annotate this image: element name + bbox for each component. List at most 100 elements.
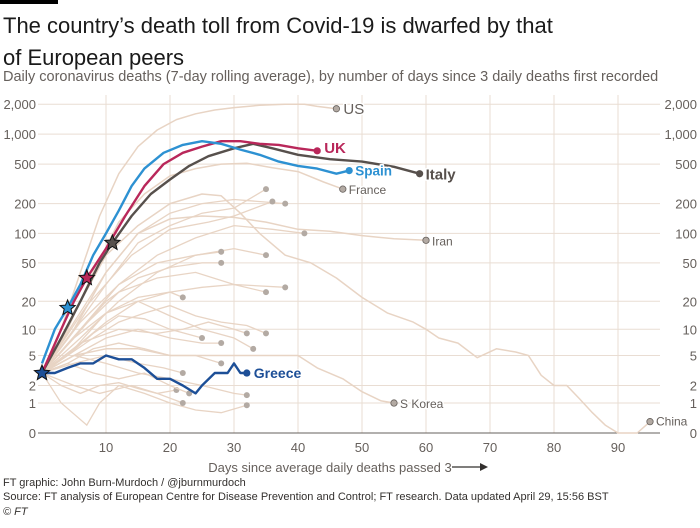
background-end-dot [301,230,308,237]
y-tick-label-right: 50 [683,256,697,271]
background-end-dot [282,284,289,291]
y-tick-label-right: 10 [683,322,697,337]
background-country-line [41,224,305,374]
background-end-dot [218,340,225,347]
series-label-iran: Iran [432,234,453,248]
series-label-france: France [349,183,387,197]
series-label-china: China [656,415,688,429]
series-line-uk [40,140,318,374]
y-tick-label-right: 20 [683,294,697,309]
x-tick-label: 80 [547,440,561,455]
series-end-dot-greece [243,369,251,377]
x-tick-label: 60 [419,440,433,455]
series-end-dot-france [339,185,347,193]
series-line-france [41,162,344,374]
copyright-text: © FT [3,506,28,518]
background-end-dot [243,392,250,399]
background-end-dot [263,186,269,193]
background-end-dot [179,400,186,407]
x-tick-label: 20 [163,440,177,455]
chart-subtitle: Daily coronavirus deaths (7-day rolling … [3,69,659,85]
series-label-italy: Italy [426,167,457,184]
series-line-iran [41,215,427,374]
background-country-line [41,372,184,404]
background-country-line [41,247,267,374]
series-end-dot-s-korea [390,399,398,407]
series-label-greece: Greece [254,365,302,381]
background-end-dot [179,294,186,301]
background-end-dot [282,200,289,207]
y-tick-label-left: 1,000 [3,127,36,142]
background-end-dot [199,334,205,341]
y-tick-label-right: 5 [690,348,697,363]
y-tick-label-right: 1,000 [664,127,697,142]
series-line-s-korea [41,348,395,404]
background-country-line [41,300,254,374]
background-country-line [41,198,286,374]
y-tick-label-right: 2,000 [664,97,697,112]
background-end-dot [243,402,250,409]
background-end-dot [263,252,269,259]
ft-accent-bar [0,0,58,4]
y-tick-label-left: 500 [14,157,36,172]
background-end-dot [263,289,269,296]
y-tick-label-left: 10 [22,322,36,337]
x-axis-arrow-head-icon [480,463,488,471]
background-country-line [41,321,247,374]
y-tick-label-left: 2 [29,378,36,393]
x-tick-label: 40 [291,440,305,455]
x-tick-label: 70 [483,440,497,455]
series-end-dot-iran [422,236,430,244]
series-end-dot-china [646,418,654,426]
series-line-china [41,193,651,434]
background-end-dot [250,345,257,352]
x-axis-title: Days since average daily deaths passed 3 [208,460,452,475]
milestone-star-icon-uk [77,268,96,286]
y-tick-label-right: 1 [690,396,697,411]
y-tick-label-right: 100 [675,226,697,241]
y-tick-label-right: 200 [675,197,697,212]
x-tick-label: 90 [611,440,625,455]
milestone-star-icon-spain [58,298,77,316]
background-end-dot [186,390,193,397]
series-line-us [41,103,337,374]
source-text: Source: FT analysis of European Centre f… [3,491,609,503]
series-line-italy [40,142,420,374]
milestone-star-icon-greece [33,363,51,381]
y-tick-label-left: 0 [29,426,36,441]
background-end-dot [269,198,276,205]
background-country-line [41,188,267,374]
background-end-dot [218,259,225,266]
y-tick-label-left: 1 [29,396,36,411]
background-country-line [41,315,203,374]
background-end-dot [218,360,225,367]
series-end-dot-italy [416,170,424,178]
y-tick-label-left: 20 [22,294,36,309]
x-tick-label: 50 [355,440,369,455]
background-country-line [41,283,286,374]
x-tick-label: 10 [99,440,113,455]
background-country-line [41,291,184,374]
chart-title: The country’s death toll from Covid-19 i… [3,13,553,70]
credit-text: FT graphic: John Burn-Murdoch / @jburnmu… [3,477,246,489]
background-end-dot [218,248,225,255]
y-tick-label-right: 0 [690,426,697,441]
background-country-line [41,251,222,374]
y-tick-label-left: 100 [14,226,36,241]
y-tick-label-left: 50 [22,256,36,271]
series-label-uk: UK [324,140,346,157]
series-label-us: US [343,101,364,118]
series-line-spain [40,140,350,364]
x-tick-label: 30 [227,440,241,455]
background-end-dot [179,370,186,377]
series-line-greece [42,354,247,395]
milestone-star-icon-italy [103,233,122,251]
background-end-dot [263,330,269,337]
series-label-spain: Spain [355,164,392,179]
y-tick-label-left: 2,000 [3,97,36,112]
series-end-dot-uk [313,147,321,155]
series-label-s-korea: S Korea [400,397,444,411]
background-country-line [41,372,247,427]
